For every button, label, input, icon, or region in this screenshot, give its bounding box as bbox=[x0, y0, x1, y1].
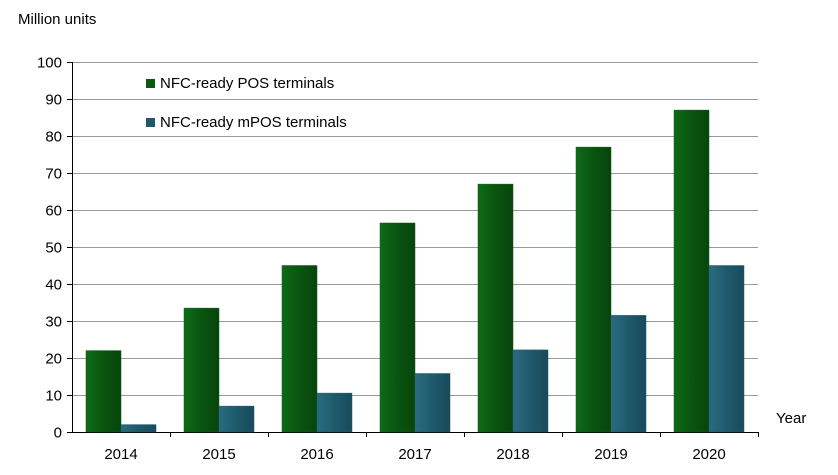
bar-mpos-2015 bbox=[218, 405, 255, 433]
legend-swatch-0 bbox=[146, 79, 155, 88]
bar-mpos-2017 bbox=[414, 373, 451, 433]
x-tick-label: 2017 bbox=[398, 446, 431, 463]
y-tick-label: 30 bbox=[45, 314, 62, 331]
legend-label-0: NFC-ready POS terminals bbox=[160, 75, 334, 92]
y-tick-label: 90 bbox=[45, 92, 62, 109]
y-tick-label: 40 bbox=[45, 277, 62, 294]
x-tick-label: 2015 bbox=[202, 446, 235, 463]
bar-pos-2020 bbox=[673, 109, 710, 433]
bar-pos-2014 bbox=[85, 350, 122, 433]
bar-pos-2019 bbox=[575, 146, 612, 433]
y-tick-label: 60 bbox=[45, 203, 62, 220]
axis-labels: 0 10 20 30 40 50 60 70 80 90 100 2014 2015 2016 2017 20… bbox=[37, 55, 726, 464]
bars bbox=[85, 109, 745, 433]
y-tick-label: 20 bbox=[45, 351, 62, 368]
bar-mpos-2016 bbox=[316, 392, 353, 433]
bar-mpos-2020 bbox=[708, 265, 745, 433]
bar-pos-2017 bbox=[379, 222, 416, 433]
x-tick-label: 2018 bbox=[496, 446, 529, 463]
axes bbox=[67, 62, 759, 437]
y-tick-label: 0 bbox=[54, 425, 62, 442]
y-tick-label: 70 bbox=[45, 166, 62, 183]
bar-pos-2015 bbox=[183, 307, 220, 433]
x-tick-label: 2014 bbox=[104, 446, 137, 463]
bar-pos-2018 bbox=[477, 183, 514, 433]
y-tick-label: 10 bbox=[45, 388, 62, 405]
y-tick-label: 50 bbox=[45, 240, 62, 257]
bar-mpos-2019 bbox=[610, 315, 647, 433]
x-axis-title: Year bbox=[776, 410, 806, 427]
legend: NFC-ready POS terminals NFC-ready mPOS te… bbox=[146, 75, 347, 131]
y-axis-title: Million units bbox=[18, 11, 96, 28]
bar-pos-2016 bbox=[281, 265, 318, 433]
bar-mpos-2018 bbox=[512, 349, 549, 433]
y-tick-label: 100 bbox=[37, 55, 62, 72]
x-tick-label: 2019 bbox=[594, 446, 627, 463]
x-tick-label: 2020 bbox=[692, 446, 725, 463]
y-tick-label: 80 bbox=[45, 129, 62, 146]
legend-swatch-1 bbox=[146, 118, 155, 127]
bar-mpos-2014 bbox=[120, 424, 157, 433]
legend-label-1: NFC-ready mPOS terminals bbox=[160, 114, 347, 131]
x-tick-label: 2016 bbox=[300, 446, 333, 463]
